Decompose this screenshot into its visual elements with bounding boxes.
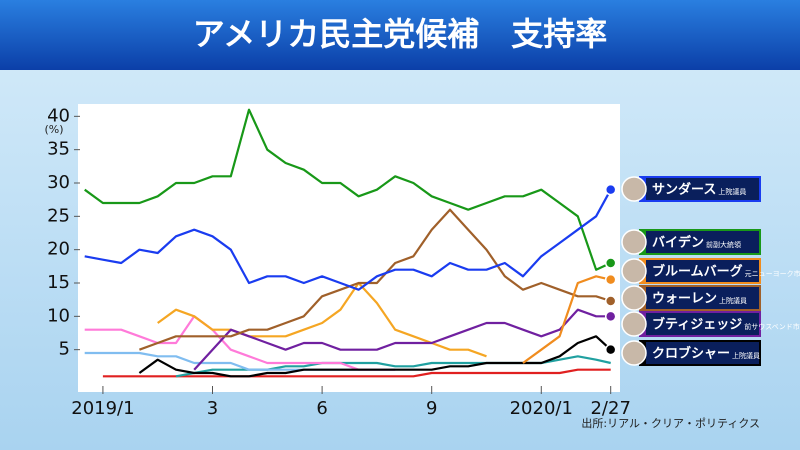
- end-dot: [604, 183, 617, 196]
- legend-box: [639, 340, 761, 366]
- y-tick-label: 25: [47, 205, 70, 226]
- legend-item: サンダース 上院議員: [621, 176, 761, 202]
- source: 出所:リアル・クリア・ポリティクス: [581, 416, 760, 430]
- x-tick-label: 2/27: [590, 398, 630, 419]
- legend-item: クロブシャー 上院議員: [621, 340, 761, 366]
- x-tick-label: 9: [426, 398, 437, 419]
- legend-note: 前副大統領: [706, 240, 741, 249]
- legend-item: ウォーレン 上院議員: [621, 285, 761, 311]
- series-line: [102, 368, 611, 378]
- legend-face: [621, 229, 647, 255]
- y-tick-label: 35: [47, 139, 70, 160]
- series-line: [139, 208, 612, 351]
- series-line: [84, 315, 396, 371]
- x-tick-label: 2019/1: [71, 398, 134, 419]
- y-tick-label: 5: [59, 339, 70, 360]
- legend-note: 上院議員: [732, 351, 760, 360]
- chart-title: アメリカ民主党候補 支持率: [193, 15, 607, 53]
- legend-item: ブティジェッジ前サウスベンド市長: [621, 311, 800, 337]
- end-dot: [604, 257, 617, 269]
- legend-label: ウォーレン: [652, 292, 717, 307]
- legend-face: [621, 340, 647, 366]
- y-unit: (%): [44, 123, 63, 136]
- series-line: [193, 308, 611, 371]
- legend-label: クロブシャー: [652, 346, 730, 362]
- legend-label: バイデン: [652, 235, 704, 251]
- legend-box: [639, 176, 761, 202]
- series-line: [138, 335, 612, 378]
- legend-label: サンダース: [652, 182, 716, 198]
- legend-box: [639, 258, 761, 284]
- series-line: [84, 108, 612, 271]
- y-tick-label: 40: [47, 105, 70, 126]
- y-tick-label: 20: [47, 239, 70, 260]
- end-dot: [604, 310, 617, 323]
- x-tick-label: 6: [316, 398, 327, 419]
- legend-note: 前サウスベンド市長: [744, 322, 800, 331]
- legend-item: ブルームバーグ元ニューヨーク市長: [621, 258, 800, 284]
- series-line: [522, 275, 611, 364]
- legend-item: バイデン 前副大統領: [621, 229, 761, 255]
- legend-note: 上院議員: [718, 187, 746, 196]
- legend-label: ブティジェッジ: [652, 317, 742, 333]
- y-tick-label: 10: [47, 305, 70, 326]
- x-tick-label: 3: [207, 398, 218, 419]
- x-tick-label: 2020/1: [510, 398, 573, 419]
- end-dot: [604, 273, 617, 286]
- legend-note: 元ニューヨーク市長: [745, 269, 800, 278]
- legend-note: 上院議員: [719, 296, 747, 305]
- y-tick-label: 30: [47, 172, 70, 193]
- legend-face: [621, 285, 647, 311]
- legend-label: ブルームバーグ: [652, 264, 743, 280]
- header-band: [0, 0, 800, 70]
- series-line: [84, 189, 612, 291]
- legend-face: [621, 176, 647, 202]
- legend-face: [621, 258, 647, 284]
- legend-face: [621, 311, 647, 337]
- legend-box: [639, 285, 761, 311]
- end-dot: [604, 295, 617, 307]
- y-tick-label: 15: [47, 272, 70, 293]
- end-dot: [604, 343, 617, 356]
